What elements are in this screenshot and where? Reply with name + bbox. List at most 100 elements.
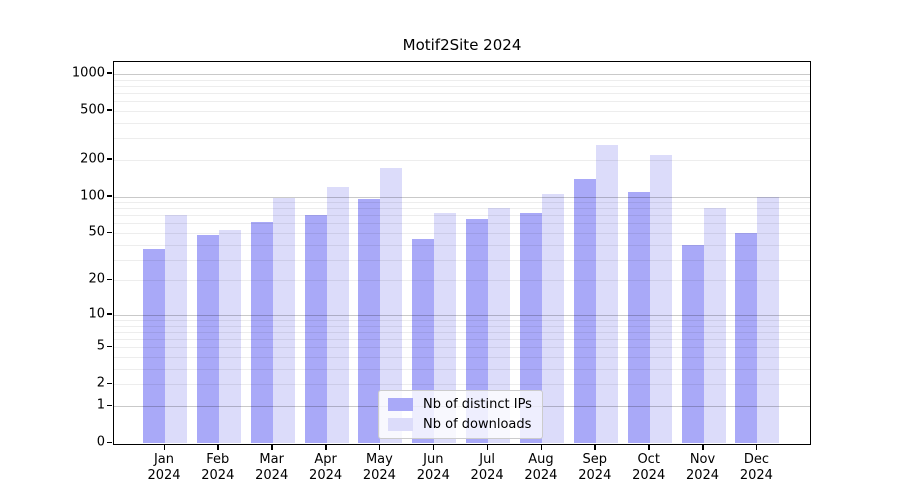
bar-distinct-ips: [466, 219, 489, 443]
legend-label: Nb of downloads: [423, 417, 532, 432]
grid-line-minor: [114, 159, 810, 161]
bar-distinct-ips: [681, 244, 704, 443]
x-tick-label: Jun 2024: [417, 452, 450, 484]
x-tick-year: 2024: [524, 468, 558, 483]
bar-distinct-ips: [735, 233, 758, 443]
y-axis: 0 1 2 5 10 20 50 100 200 500 1000: [0, 61, 105, 448]
grid-line-major: [114, 314, 810, 316]
x-tick-label: Oct 2024: [632, 452, 665, 484]
bar-downloads: [434, 213, 457, 443]
chart-title: Motif2Site 2024: [402, 36, 522, 54]
grid-line-minor: [114, 101, 810, 103]
bar-downloads: [488, 208, 511, 443]
bar-distinct-ips: [627, 191, 650, 443]
grid-line-minor: [114, 339, 810, 341]
y-tick-label: 1: [96, 397, 105, 413]
y-tick-mark: [107, 441, 112, 443]
grid-line-minor: [114, 244, 810, 246]
y-tick-label: 20: [88, 271, 105, 287]
y-tick-label: 5: [96, 338, 105, 354]
bar-downloads: [165, 214, 187, 443]
grid-line-minor: [114, 233, 810, 234]
x-tick-mark: [325, 445, 327, 450]
y-tick-mark: [107, 109, 112, 111]
x-tick-month: Jul: [479, 452, 495, 467]
bar-downloads: [272, 197, 295, 443]
y-tick-label: 2: [96, 375, 105, 391]
y-tick-label: 0: [96, 434, 105, 450]
x-tick-label: Aug 2024: [524, 452, 557, 484]
x-tick-year: 2024: [309, 468, 343, 483]
x-tick-mark: [163, 445, 165, 450]
grid-line-minor: [114, 223, 810, 225]
grid-line-minor: [114, 110, 810, 112]
grid-line-minor: [114, 384, 810, 386]
x-tick-label: Jul 2024: [471, 452, 504, 484]
y-tick-label: 50: [88, 224, 105, 240]
x-tick-year: 2024: [416, 468, 450, 483]
grid-line-minor: [114, 85, 810, 87]
y-tick-mark: [107, 278, 112, 281]
legend-swatch: [388, 418, 413, 431]
bar-downloads: [703, 208, 726, 443]
x-tick-year: 2024: [578, 468, 612, 483]
grid-line-minor: [114, 347, 810, 349]
bar-distinct-ips: [196, 235, 219, 443]
x-tick-label: Feb 2024: [201, 452, 234, 484]
x-tick-mark: [540, 445, 542, 450]
bar-distinct-ips: [519, 213, 542, 443]
plot-area: [113, 61, 811, 445]
x-tick-month: Mar: [259, 452, 284, 467]
x-tick-label: Dec 2024: [740, 452, 773, 484]
x-tick-year: 2024: [632, 468, 666, 483]
x-tick-month: Jun: [423, 452, 444, 467]
y-tick-mark: [107, 231, 112, 233]
bar-downloads: [595, 144, 618, 443]
x-tick-month: May: [365, 452, 393, 467]
x-tick-label: May 2024: [363, 452, 396, 484]
bar-downloads: [218, 229, 241, 443]
x-tick-month: Nov: [689, 452, 716, 467]
bar-downloads: [380, 168, 403, 443]
y-tick-mark: [107, 404, 112, 406]
x-tick-month: Jan: [153, 452, 175, 467]
legend-swatch: [388, 398, 413, 411]
x-tick-month: Feb: [206, 452, 230, 467]
x-tick-label: Sep 2024: [578, 452, 611, 484]
bar-downloads: [757, 196, 780, 443]
grid-line-minor: [114, 259, 810, 261]
grid-line-minor: [114, 93, 810, 94]
x-tick-mark: [702, 445, 704, 450]
x-tick-mark: [432, 445, 435, 450]
y-tick-mark: [107, 158, 112, 160]
bar-distinct-ips: [250, 221, 273, 443]
x-tick-label: Mar 2024: [255, 452, 288, 484]
x-tick-mark: [648, 445, 650, 450]
x-tick-mark: [486, 445, 489, 450]
bar-distinct-ips: [358, 199, 381, 443]
y-tick-mark: [107, 313, 112, 315]
legend-item: Nb of downloads: [388, 417, 532, 432]
y-tick-label: 200: [80, 151, 105, 167]
grid-line-minor: [114, 208, 810, 210]
x-tick-year: 2024: [201, 468, 235, 483]
x-tick-year: 2024: [470, 468, 504, 483]
y-tick-label: 10: [88, 306, 105, 322]
grid-line-minor: [114, 331, 810, 333]
x-tick-year: 2024: [685, 468, 720, 483]
x-axis: Jan 2024 Feb 2024 Mar 2024 Apr 2024 May 2024 Jun 20…: [113, 452, 811, 492]
grid-line-minor: [114, 122, 810, 124]
grid-line-minor: [114, 280, 810, 282]
bar-distinct-ips: [573, 178, 596, 443]
x-tick-mark: [594, 445, 596, 450]
bar-downloads: [649, 154, 672, 443]
y-tick-label: 1000: [71, 65, 105, 81]
legend-item: Nb of distinct IPs: [388, 397, 532, 412]
x-tick-label: Apr 2024: [309, 452, 342, 484]
x-tick-label: Nov 2024: [686, 452, 719, 484]
bar-distinct-ips: [304, 215, 327, 443]
bar-downloads: [541, 193, 564, 443]
y-tick-label: 100: [80, 188, 105, 203]
grid-line-minor: [114, 202, 810, 203]
